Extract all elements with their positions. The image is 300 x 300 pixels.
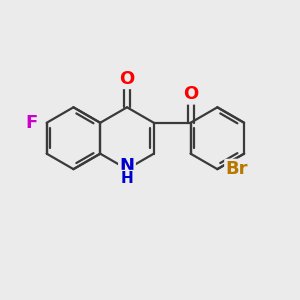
Text: Br: Br xyxy=(226,160,248,178)
Text: F: F xyxy=(25,114,37,132)
Text: H: H xyxy=(121,171,134,186)
Text: N: N xyxy=(119,157,134,175)
Text: O: O xyxy=(119,70,135,88)
Text: O: O xyxy=(183,85,198,103)
